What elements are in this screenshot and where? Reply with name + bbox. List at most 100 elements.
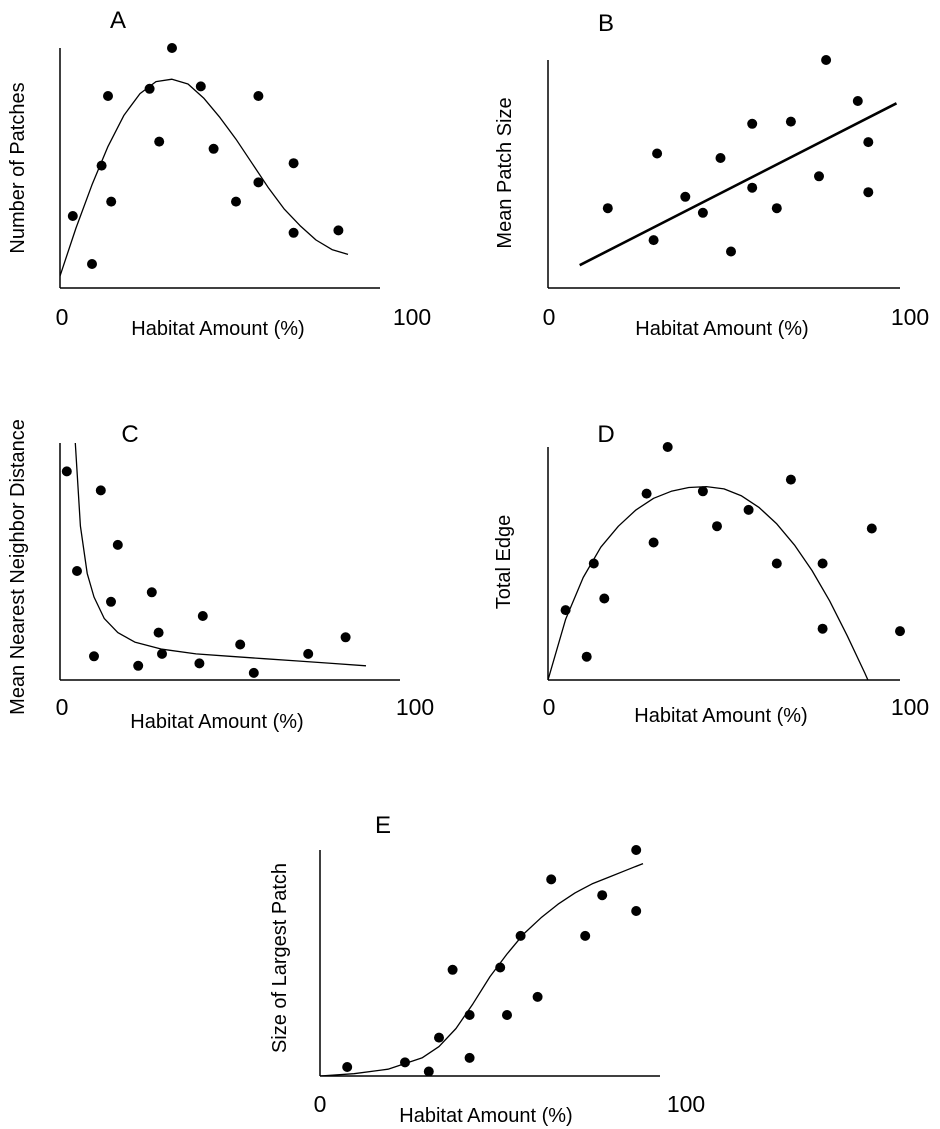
data-point-b-11 xyxy=(785,116,796,127)
data-point-d-13 xyxy=(817,558,828,569)
trend-line-b xyxy=(579,102,898,267)
data-point-c-10 xyxy=(157,648,167,659)
data-point-d-3 xyxy=(588,558,599,569)
data-point-a-11 xyxy=(231,196,241,207)
data-point-a-13 xyxy=(253,91,264,101)
data-point-d-8 xyxy=(697,486,708,497)
data-point-a-4 xyxy=(103,91,113,101)
fit-curve-a xyxy=(60,78,349,277)
y-axis-label-e: Size of Largest Patch xyxy=(269,863,291,1053)
panel-label-a: A xyxy=(110,7,126,34)
data-point-a-10 xyxy=(208,143,219,154)
data-point-a-12 xyxy=(253,177,264,188)
panel-c: C 0 100 Habitat Amount (%) Mean Nearest Neig… xyxy=(7,419,434,733)
data-point-a-9 xyxy=(195,81,206,92)
data-point-c-9 xyxy=(153,627,164,638)
data-point-a-1 xyxy=(67,211,78,221)
data-point-e-15 xyxy=(631,845,642,855)
data-point-b-14 xyxy=(852,96,863,106)
data-point-a-6 xyxy=(144,83,155,94)
x-axis-label-e: Habitat Amount (%) xyxy=(399,1105,572,1127)
data-point-e-5 xyxy=(447,964,458,975)
data-point-c-5 xyxy=(106,596,116,607)
data-point-c-7 xyxy=(133,660,144,671)
data-point-a-7 xyxy=(154,136,165,147)
data-point-a-8 xyxy=(167,43,177,53)
data-point-a-2 xyxy=(87,259,97,269)
data-point-d-7 xyxy=(662,442,673,452)
data-point-e-11 xyxy=(532,991,543,1002)
data-point-e-8 xyxy=(495,962,506,973)
data-point-a-15 xyxy=(288,227,299,238)
x-tick-label-0-c: 0 xyxy=(56,694,69,720)
data-point-a-14 xyxy=(288,158,299,169)
data-point-c-3 xyxy=(89,651,99,662)
data-point-c-2 xyxy=(72,566,82,576)
panel-label-d: D xyxy=(597,421,614,448)
data-point-d-16 xyxy=(895,626,905,637)
y-axis-label-d: Total Edge xyxy=(493,515,515,610)
data-point-d-9 xyxy=(712,521,722,532)
data-point-c-8 xyxy=(146,587,157,598)
x-axis-label-d: Habitat Amount (%) xyxy=(634,705,807,727)
data-point-a-3 xyxy=(96,160,107,171)
data-point-a-16 xyxy=(333,225,344,236)
panel-label-e: E xyxy=(375,812,391,839)
data-point-d-2 xyxy=(581,651,592,662)
data-point-b-12 xyxy=(814,171,824,182)
x-tick-label-0-a: 0 xyxy=(56,304,69,330)
data-point-c-4 xyxy=(95,485,106,496)
data-point-e-9 xyxy=(502,1010,512,1020)
data-point-b-6 xyxy=(715,153,726,163)
data-point-c-14 xyxy=(248,667,259,678)
data-point-b-5 xyxy=(697,207,708,218)
data-point-c-6 xyxy=(112,539,123,550)
data-point-e-2 xyxy=(400,1057,410,1068)
data-point-d-15 xyxy=(866,523,877,534)
panel-label-c: C xyxy=(121,421,138,448)
x-tick-label-100-c: 100 xyxy=(396,694,434,720)
data-point-e-10 xyxy=(515,930,526,941)
x-tick-label-100-a: 100 xyxy=(393,304,431,330)
data-point-c-15 xyxy=(303,648,314,659)
panel-a: A 0 100 Habitat Amount (%) Number of Patches xyxy=(7,7,431,340)
x-tick-label-0-e: 0 xyxy=(314,1091,327,1117)
data-point-d-14 xyxy=(817,623,828,634)
data-point-b-9 xyxy=(747,118,758,129)
data-point-b-8 xyxy=(747,182,758,193)
data-point-c-1 xyxy=(61,466,72,477)
x-tick-label-100-b: 100 xyxy=(891,304,929,330)
fit-curve-c xyxy=(74,442,367,667)
data-point-e-13 xyxy=(580,930,591,941)
data-point-c-13 xyxy=(235,639,246,650)
y-axis-label-c: Mean Nearest Neighbor Distance xyxy=(7,419,29,715)
y-axis-label-b: Mean Patch Size xyxy=(494,97,516,248)
data-point-b-15 xyxy=(863,137,874,148)
data-point-a-5 xyxy=(106,196,117,207)
data-point-e-1 xyxy=(342,1062,353,1072)
data-point-b-3 xyxy=(652,148,663,159)
data-point-b-1 xyxy=(602,203,613,214)
data-point-b-2 xyxy=(648,235,659,246)
x-axis-label-b: Habitat Amount (%) xyxy=(635,318,808,340)
x-tick-label-100-e: 100 xyxy=(667,1091,705,1117)
x-tick-label-0-d: 0 xyxy=(543,694,556,720)
x-tick-label-100-d: 100 xyxy=(891,694,929,720)
data-point-d-11 xyxy=(771,558,782,569)
data-point-d-12 xyxy=(785,474,796,485)
data-point-c-12 xyxy=(197,611,208,621)
data-point-d-4 xyxy=(599,593,610,604)
data-point-b-16 xyxy=(863,187,874,198)
data-point-c-16 xyxy=(340,632,351,643)
panel-label-b: B xyxy=(598,10,614,37)
data-point-e-6 xyxy=(464,1010,475,1020)
data-point-b-13 xyxy=(821,55,832,65)
data-point-e-12 xyxy=(546,874,557,885)
panel-b: B 0 100 Habitat Amount (%) Mean Patch Size xyxy=(494,10,929,340)
data-point-d-10 xyxy=(743,504,754,515)
panel-e: E 0 100 Habitat Amount (%) Size of Largest P… xyxy=(269,812,705,1127)
data-point-d-1 xyxy=(560,605,571,616)
data-point-e-4 xyxy=(434,1032,444,1043)
data-point-e-16 xyxy=(631,906,642,916)
